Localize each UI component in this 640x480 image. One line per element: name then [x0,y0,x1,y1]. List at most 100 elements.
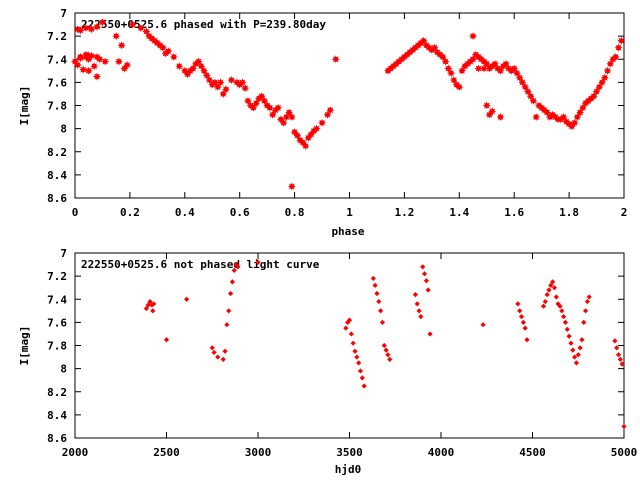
data-point [501,59,510,68]
data-point [600,73,609,82]
data-point [485,110,494,119]
data-point [163,337,170,343]
data-point [326,106,335,115]
data-point [84,55,93,64]
data-point [553,294,559,300]
data-point [573,113,582,122]
data-point [243,96,252,105]
y-tick-label: 8 [60,123,67,136]
data-point [383,347,389,353]
data-point [216,78,225,87]
x-tick-label: 4000 [428,446,455,459]
data-point [147,298,153,305]
data-point [293,131,302,140]
data-point [612,338,618,344]
data-point [570,118,579,127]
data-point [561,313,567,320]
data-point [522,325,528,331]
chart-title: 222550+0525.6 not phased light curve [81,258,320,271]
data-point [603,66,612,75]
data-point [540,303,547,309]
data-point [81,50,90,59]
data-point [521,83,530,91]
data-point [469,55,478,64]
y-tick-label: 7.2 [47,30,67,43]
data-point [418,313,424,320]
x-tick-label: 1.4 [449,206,469,219]
data-point [421,271,428,277]
x-tick-label: 1.6 [504,206,524,219]
data-point [81,24,90,33]
data-point [582,308,589,314]
x-tick-label: 5000 [611,446,638,459]
data-point [548,282,554,288]
data-point [469,32,478,41]
data-point [95,55,104,64]
data-point [361,383,367,389]
data-point [343,325,349,331]
data-point [557,303,563,309]
data-point [268,110,277,119]
data-point [112,32,121,41]
data-point [520,319,526,325]
data-point [589,92,598,101]
data-point [444,64,453,73]
data-point [114,57,123,66]
plot-frame [74,252,625,439]
data-point [117,41,126,50]
data-point [227,76,236,85]
data-point [84,66,93,75]
data-point [438,52,447,61]
data-point [423,278,429,284]
data-point [482,59,491,68]
data-point [512,69,521,78]
data-point [579,337,585,343]
data-point [427,331,433,337]
data-point [350,340,356,346]
x-tick-label: 0.6 [230,206,250,219]
data-point [592,87,601,96]
data-point [441,57,450,66]
data-point [301,141,310,150]
data-point [257,92,266,101]
data-point [227,290,234,297]
y-tick-label: 7 [60,7,67,20]
data-point [510,64,519,73]
y-axis-label: I[mag] [18,86,31,126]
data-point [235,264,241,270]
data-point [220,356,226,362]
y-tick-label: 8.6 [47,192,67,205]
data-point [606,59,615,68]
data-point [559,113,568,122]
data-point [331,55,340,64]
data-point [532,113,541,122]
x-tick-label: 4500 [519,446,546,459]
chart-panel-2: 2000 2500 3000 3500 4000 4500 5000 7 7.2 7.4 7.6 7.… [18,247,637,476]
data-point [252,99,261,108]
data-point [260,96,269,105]
data-point [145,302,151,308]
data-point [229,279,235,285]
data-point [378,308,384,314]
y-tick-label: 8.2 [47,146,67,159]
data-point [573,360,580,366]
data-point [496,113,505,122]
data-point [376,298,382,305]
data-point [614,43,623,52]
data-point [458,66,467,75]
data-point [151,301,157,307]
data-point [420,264,426,270]
x-tick-label: 0.8 [285,206,305,219]
data-point [143,305,149,312]
data-point [526,92,535,101]
y-tick-label: 7.8 [47,340,67,353]
x-tick-label: 1.2 [394,206,414,219]
y-tick-label: 7.2 [47,270,67,283]
data-point [169,52,178,61]
data-point [379,319,386,325]
x-tick-label: 2500 [153,446,180,459]
data-point [566,333,572,339]
chart-title: 222550+0525.6 phased with P=239.80day [81,18,326,31]
data-point [211,349,217,356]
